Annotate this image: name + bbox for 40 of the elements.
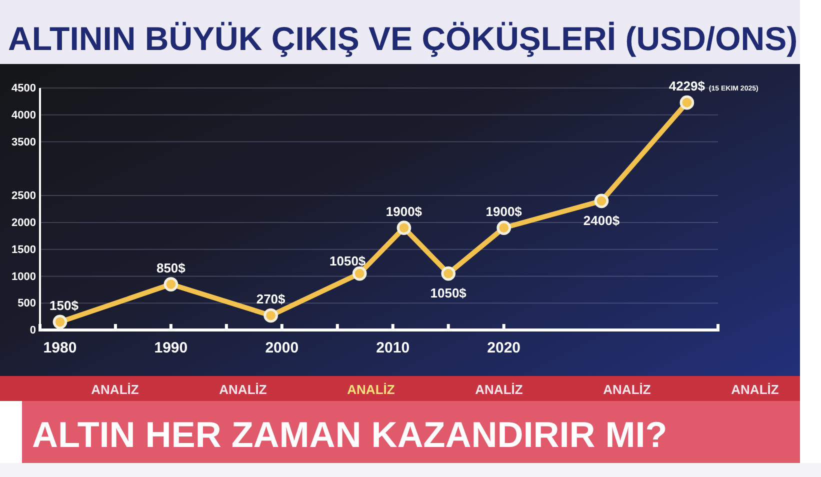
y-tick-label: 3500 <box>12 136 36 148</box>
point <box>441 266 456 281</box>
y-tick-label: 1500 <box>12 244 36 256</box>
y-tick-label: 500 <box>18 298 36 310</box>
text: ANALİZ <box>347 382 395 397</box>
text: ANALİZ <box>219 382 267 397</box>
point <box>396 220 412 235</box>
point <box>264 308 278 323</box>
text: ALTIN HER ZAMAN KAZANDIRIR MI? <box>32 414 668 455</box>
y-tick-label: 1000 <box>12 270 36 283</box>
point <box>352 266 367 281</box>
data-label: 1050$ <box>330 254 366 269</box>
text: ANALİZ <box>731 382 779 397</box>
data-label: 4229$ <box>668 78 706 94</box>
data-label: 2400$ <box>583 212 620 228</box>
data-label: 1050$ <box>430 286 468 301</box>
data-label: 850$ <box>156 260 186 276</box>
data-label: 150$ <box>50 298 80 313</box>
x-tick-label: 1980 <box>43 340 77 357</box>
point <box>594 194 609 208</box>
chart-title: ALTININ BÜYÜK ÇIKIŞ VE ÇÖKÜŞLERİ (USD/ONS) <box>8 20 798 57</box>
text: ANALİZ <box>91 382 139 397</box>
y-tick-label: 2500 <box>12 190 36 202</box>
text: ANALİZ <box>475 382 523 397</box>
x-tick-label: 1990 <box>154 340 188 357</box>
y-tick-label: 4500 <box>12 82 36 95</box>
data-label: 270$ <box>256 291 286 306</box>
point <box>680 95 694 110</box>
y-tick-label: 2000 <box>12 216 36 229</box>
data-label: 1900$ <box>386 204 423 219</box>
x-tick-label: 2020 <box>487 340 521 357</box>
y-tick-label: 0 <box>30 324 36 337</box>
point <box>52 314 68 330</box>
point <box>164 277 178 292</box>
x-tick-label: 2010 <box>376 340 410 357</box>
y-tick-label: 4000 <box>12 109 36 122</box>
text: ANALİZ <box>603 382 651 397</box>
x-tick-label: 2000 <box>265 340 299 357</box>
point <box>496 220 512 235</box>
data-label: 1900$ <box>486 204 523 219</box>
